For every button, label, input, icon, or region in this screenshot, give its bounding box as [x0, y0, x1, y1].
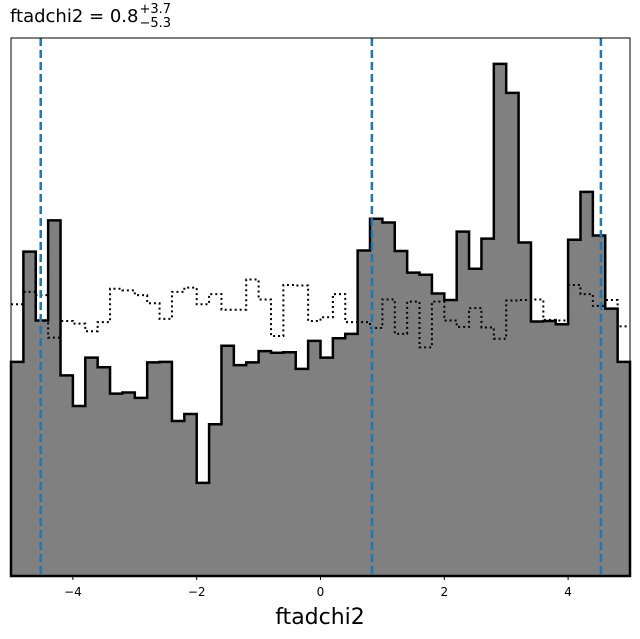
- x-tick-label: 2: [440, 585, 448, 599]
- x-tick-label: −2: [188, 585, 206, 599]
- x-tick-label: −4: [64, 585, 82, 599]
- x-axis-label: ftadchi2: [275, 605, 365, 630]
- x-axis-ticks: −4 −2 0 2 4: [64, 576, 572, 599]
- x-tick-label: 0: [317, 585, 325, 599]
- plot-area: [9, 37, 632, 578]
- title-subscript: −5.3: [139, 16, 171, 31]
- title-main-text: ftadchi2 = 0.8: [10, 6, 138, 27]
- title-superscript: +3.7: [139, 2, 171, 17]
- histogram-filled-series: [9, 62, 632, 578]
- x-tick-label: 4: [564, 585, 572, 599]
- histogram-dotted-series: [11, 278, 630, 349]
- chart-title: ftadchi2 = 0.8: [10, 6, 138, 27]
